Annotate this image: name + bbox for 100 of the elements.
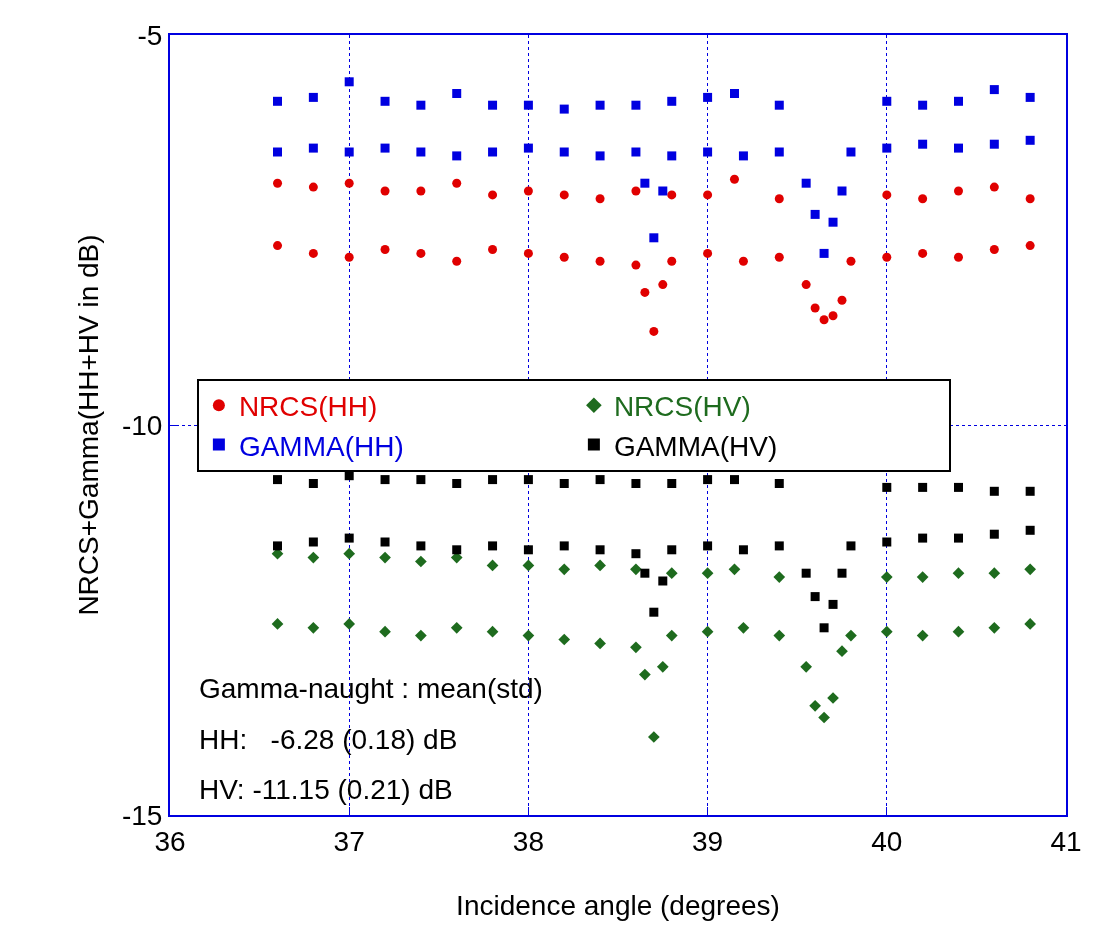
point xyxy=(882,482,892,492)
point xyxy=(595,194,605,204)
point xyxy=(558,633,571,646)
point xyxy=(640,287,650,297)
point xyxy=(989,245,999,254)
point xyxy=(828,311,838,321)
point xyxy=(307,551,320,564)
point xyxy=(809,699,821,712)
point xyxy=(916,629,929,642)
point xyxy=(380,96,390,106)
point xyxy=(658,280,668,290)
point xyxy=(738,256,748,266)
point xyxy=(846,147,856,157)
point xyxy=(344,178,354,188)
point xyxy=(380,186,390,196)
point xyxy=(630,641,642,654)
legend-label: GAMMA(HH) xyxy=(238,430,404,462)
point xyxy=(801,568,811,578)
point xyxy=(918,194,928,204)
point xyxy=(665,567,678,580)
point xyxy=(273,147,283,157)
point xyxy=(559,479,569,488)
point xyxy=(639,668,651,681)
point xyxy=(837,295,847,305)
x-tick-label: 40 xyxy=(871,825,903,857)
point xyxy=(988,567,1001,580)
point xyxy=(701,567,714,580)
point xyxy=(595,545,605,555)
point xyxy=(415,555,427,568)
point xyxy=(308,248,318,258)
point xyxy=(523,248,533,258)
point xyxy=(882,143,892,153)
point xyxy=(271,618,284,630)
point xyxy=(631,100,641,110)
point xyxy=(703,248,713,258)
y-axis-title: NRCS+Gamma(HH+HV in dB) xyxy=(73,234,105,616)
point xyxy=(989,139,999,149)
point xyxy=(416,541,426,551)
point xyxy=(801,280,811,290)
point xyxy=(810,592,820,602)
point xyxy=(308,182,318,192)
point xyxy=(729,89,739,98)
point xyxy=(703,92,713,102)
legend-label: NRCS(HH) xyxy=(238,391,378,423)
point xyxy=(953,252,963,262)
point xyxy=(343,547,356,560)
point xyxy=(918,100,928,110)
point xyxy=(665,629,678,642)
point xyxy=(989,486,999,496)
point xyxy=(273,241,283,251)
point xyxy=(308,143,318,153)
point xyxy=(918,139,928,149)
point xyxy=(810,209,820,219)
point xyxy=(953,186,963,196)
point xyxy=(559,252,569,262)
point xyxy=(667,545,677,555)
point xyxy=(416,147,426,157)
y-tick-label: -5 xyxy=(137,19,163,51)
point xyxy=(773,571,786,583)
point xyxy=(1024,563,1037,576)
point xyxy=(836,645,848,658)
point xyxy=(774,100,784,110)
point xyxy=(800,660,813,673)
point xyxy=(380,143,390,153)
point xyxy=(952,625,965,638)
point xyxy=(450,621,463,634)
point xyxy=(703,541,713,551)
point xyxy=(801,178,811,188)
point xyxy=(819,248,829,258)
point xyxy=(273,475,283,485)
point xyxy=(595,100,605,110)
point xyxy=(488,245,498,254)
point xyxy=(308,92,318,102)
point xyxy=(630,563,642,576)
x-axis-title: Incidence angle (degrees) xyxy=(456,890,780,922)
point xyxy=(647,731,660,743)
point xyxy=(416,248,426,258)
point xyxy=(818,711,830,724)
point xyxy=(631,260,641,270)
point xyxy=(379,551,391,564)
point xyxy=(1025,135,1035,145)
x-tick-label: 38 xyxy=(512,825,544,857)
point xyxy=(658,186,668,196)
point xyxy=(273,96,283,106)
point xyxy=(416,475,426,485)
point xyxy=(953,143,963,153)
point xyxy=(988,621,1001,634)
point xyxy=(656,660,669,673)
point xyxy=(880,625,893,638)
point xyxy=(918,482,928,492)
point xyxy=(488,190,498,200)
point xyxy=(953,96,963,106)
point xyxy=(559,190,569,200)
point xyxy=(594,637,606,650)
point xyxy=(1025,92,1035,102)
point xyxy=(523,143,533,153)
point xyxy=(703,190,713,200)
point xyxy=(953,482,963,492)
point xyxy=(452,256,462,266)
point xyxy=(667,256,677,266)
